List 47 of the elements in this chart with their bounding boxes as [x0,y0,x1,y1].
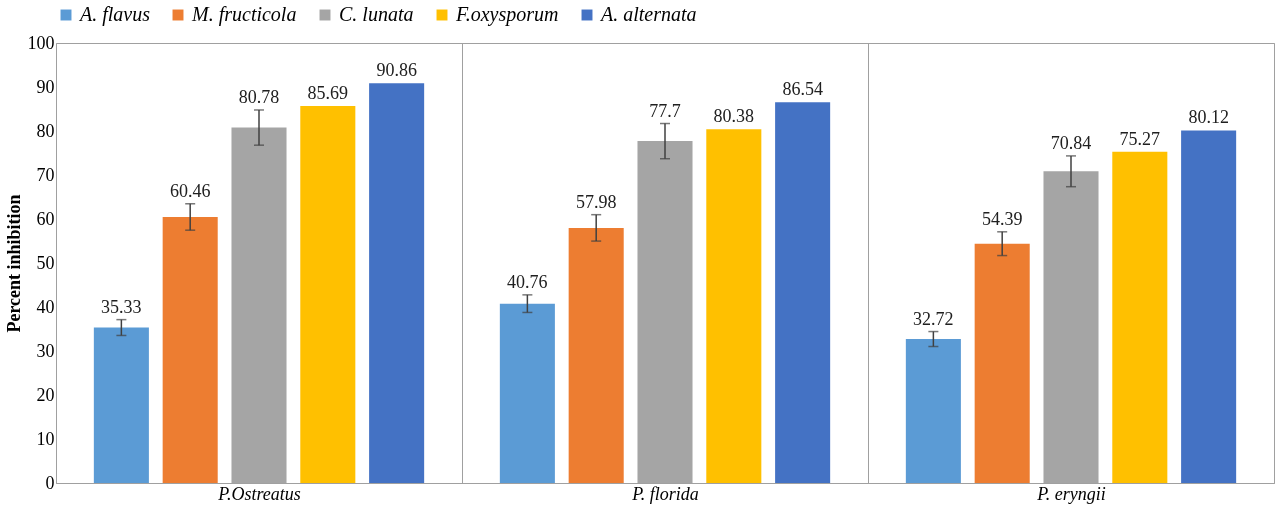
x-tick-label: P. florida [631,483,699,504]
data-label: 86.54 [782,79,823,100]
bar [369,83,425,483]
data-label: 60.46 [169,180,211,201]
y-tick-label: 40 [36,296,55,317]
bar [568,227,624,483]
legend-label: F.oxysporum [455,3,559,26]
bar [93,327,149,483]
data-label: 80.12 [1188,107,1229,128]
x-tick-label: P. eryngii [1036,483,1106,504]
bar [1181,130,1237,483]
legend-label: A. flavus [78,3,151,26]
data-label: 40.76 [507,271,548,292]
data-label: 35.33 [101,296,142,317]
data-label: 32.72 [913,308,954,329]
y-tick-label: 60 [36,208,55,229]
data-label: 85.69 [307,82,349,103]
bar [775,102,831,483]
legend-label: A. alternata [599,3,697,25]
bar [499,303,555,483]
bar [162,216,218,483]
x-tick-label: P.Ostreatus [217,483,301,504]
y-tick-label: 50 [36,252,55,273]
y-tick-label: 0 [45,472,55,493]
y-tick-label: 90 [36,76,55,97]
bar [1112,151,1168,483]
y-tick-label: 70 [36,164,55,185]
bar [905,339,961,483]
data-label: 57.98 [575,191,617,212]
legend-label: M. fructicola [191,3,297,26]
data-label: 75.27 [1119,128,1161,149]
data-label: 77.7 [649,100,681,121]
data-label: 80.78 [238,86,280,107]
bar [706,129,762,483]
data-label: 54.39 [981,208,1023,229]
y-tick-label: 80 [36,120,55,141]
y-tick-label: 10 [36,428,55,449]
data-label: 80.38 [713,106,755,127]
data-label: 70.84 [1050,132,1092,153]
y-tick-label: 100 [27,32,55,53]
bar [974,243,1030,483]
y-tick-label: 30 [36,340,55,361]
bar [300,105,356,483]
y-tick-label: 20 [36,384,55,405]
legend-label: C. lunata [339,3,414,25]
data-label: 90.86 [376,60,417,81]
y-axis-title: Percent inhibition [3,194,24,333]
